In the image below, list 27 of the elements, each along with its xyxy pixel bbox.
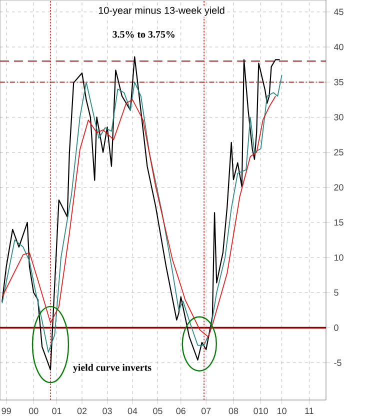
annotation: yield curve inverts <box>73 364 152 373</box>
x-tick-label: 04 <box>128 408 138 414</box>
y-tick-label: 45 <box>334 8 344 16</box>
y-tick-label: 10 <box>334 254 344 261</box>
annotation: 3.5% to 3.75% <box>112 31 174 38</box>
y-tick-label: 0 <box>334 324 338 331</box>
x-tick-label: 00 <box>29 408 38 414</box>
x-tick-label: 03 <box>102 408 112 414</box>
x-tick-label: 10 <box>278 408 286 414</box>
x-tick-label: 11 <box>305 408 314 414</box>
y-tick-label: 25 <box>334 149 344 156</box>
x-tick-label: 06 <box>176 408 186 414</box>
y-tick-label: 35 <box>334 78 344 86</box>
x-tick-label: 02 <box>77 408 87 414</box>
y-tick-label: 40 <box>334 44 344 50</box>
x-tick-label: 99 <box>2 408 11 414</box>
x-tick-label: 07 <box>201 408 211 414</box>
x-tick-label: 08 <box>228 408 238 414</box>
x-tick-label: 010 <box>254 408 268 414</box>
y-tick-label: 30 <box>334 114 344 120</box>
y-tick-label: 15 <box>334 219 344 226</box>
y-tick-label: 5 <box>334 290 338 296</box>
text: 10-year minus 13-week yield <box>98 6 224 16</box>
x-tick-label: 01 <box>52 408 62 414</box>
x-tick-label: 05 <box>153 408 162 414</box>
y-tick-label: 20 <box>334 184 344 191</box>
y-tick-label: -5 <box>334 360 342 366</box>
